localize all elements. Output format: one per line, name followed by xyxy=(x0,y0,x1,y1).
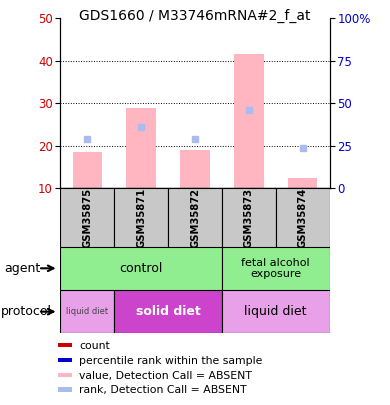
Bar xyxy=(222,188,276,247)
Text: percentile rank within the sample: percentile rank within the sample xyxy=(79,356,262,366)
Bar xyxy=(222,290,330,333)
Text: rank, Detection Call = ABSENT: rank, Detection Call = ABSENT xyxy=(79,385,247,395)
Bar xyxy=(58,343,72,347)
Text: solid diet: solid diet xyxy=(136,305,200,318)
Bar xyxy=(60,290,114,333)
Text: protocol: protocol xyxy=(1,305,52,318)
Bar xyxy=(234,54,264,188)
Text: GSM35872: GSM35872 xyxy=(190,188,200,248)
Text: liquid diet: liquid diet xyxy=(66,307,108,316)
Bar xyxy=(114,290,222,333)
Bar xyxy=(114,188,168,247)
Text: GSM35875: GSM35875 xyxy=(82,188,92,248)
Bar xyxy=(288,178,317,188)
Text: value, Detection Call = ABSENT: value, Detection Call = ABSENT xyxy=(79,371,252,381)
Bar xyxy=(180,150,210,188)
Text: fetal alcohol
exposure: fetal alcohol exposure xyxy=(241,258,310,279)
Bar xyxy=(58,373,72,377)
Bar xyxy=(222,247,330,290)
Text: liquid diet: liquid diet xyxy=(245,305,307,318)
Bar xyxy=(60,188,114,247)
Text: agent: agent xyxy=(4,262,40,275)
Bar xyxy=(126,108,156,188)
Text: GSM35873: GSM35873 xyxy=(244,188,254,248)
Text: count: count xyxy=(79,341,110,351)
Bar xyxy=(60,247,222,290)
Text: control: control xyxy=(119,262,163,275)
Bar xyxy=(73,152,102,188)
Text: GSM35874: GSM35874 xyxy=(298,188,308,248)
Text: GDS1660 / M33746mRNA#2_f_at: GDS1660 / M33746mRNA#2_f_at xyxy=(79,9,311,23)
Text: GSM35871: GSM35871 xyxy=(136,188,146,248)
Bar xyxy=(58,388,72,392)
Bar xyxy=(168,188,222,247)
Bar xyxy=(276,188,330,247)
Bar xyxy=(58,358,72,362)
